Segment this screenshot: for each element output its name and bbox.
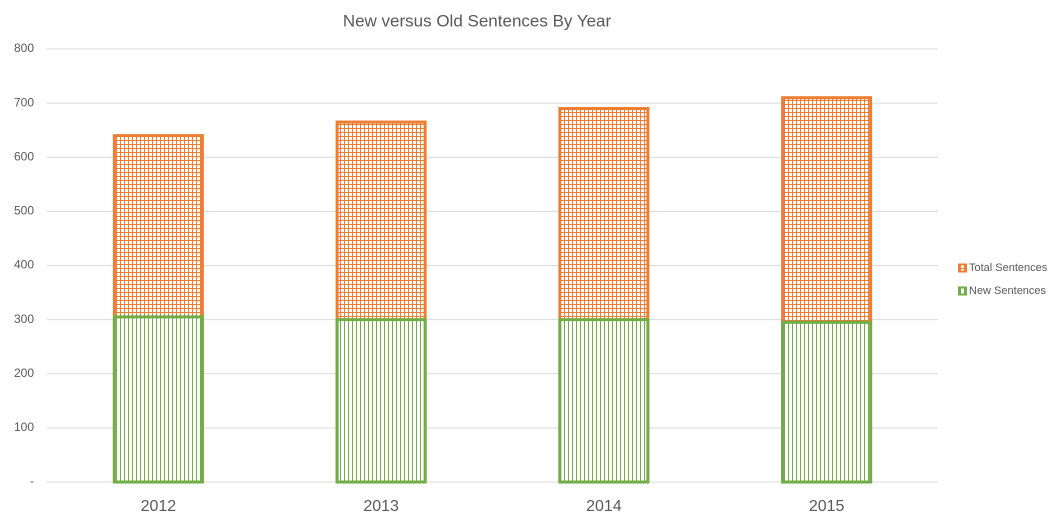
y-tick-label: 800 [14, 41, 34, 55]
bar [112, 315, 204, 484]
bar [558, 318, 650, 484]
chart-title: New versus Old Sentences By Year [343, 11, 612, 30]
bar [781, 320, 873, 484]
y-tick-label: 300 [14, 312, 34, 326]
y-tick-label: 500 [14, 204, 34, 218]
legend-label: Total Sentences [969, 262, 1048, 274]
bar [335, 318, 427, 484]
y-tick-label: 200 [14, 366, 34, 380]
legend-label: New Sentences [969, 285, 1047, 297]
y-tick-label: 100 [14, 420, 34, 434]
y-tick-label: 700 [14, 95, 34, 109]
x-tick-label: 2013 [363, 498, 399, 515]
y-tick-label: 400 [14, 258, 34, 272]
y-tick-label: 600 [14, 149, 34, 163]
legend-swatch [958, 263, 967, 273]
y-tick-label: - [30, 474, 34, 488]
legend-swatch [958, 286, 967, 296]
x-tick-label: 2015 [809, 498, 845, 515]
x-tick-label: 2012 [141, 498, 177, 515]
x-tick-label: 2014 [586, 498, 622, 515]
